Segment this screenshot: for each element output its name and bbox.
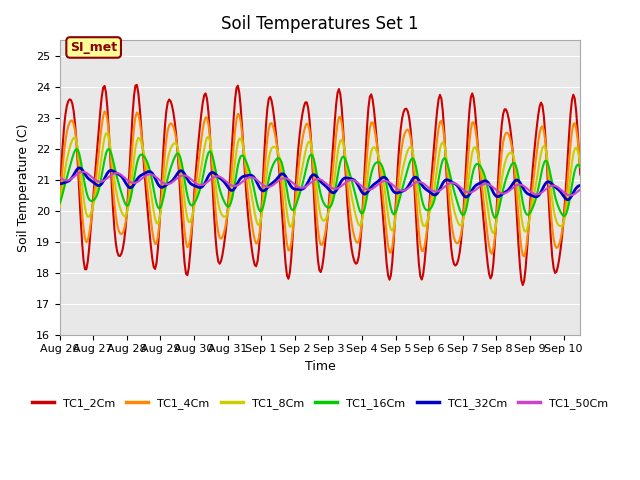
- Title: Soil Temperatures Set 1: Soil Temperatures Set 1: [221, 15, 419, 33]
- Text: SI_met: SI_met: [70, 41, 117, 54]
- Y-axis label: Soil Temperature (C): Soil Temperature (C): [17, 123, 30, 252]
- Legend: TC1_2Cm, TC1_4Cm, TC1_8Cm, TC1_16Cm, TC1_32Cm, TC1_50Cm: TC1_2Cm, TC1_4Cm, TC1_8Cm, TC1_16Cm, TC1…: [28, 393, 612, 413]
- X-axis label: Time: Time: [305, 360, 335, 373]
